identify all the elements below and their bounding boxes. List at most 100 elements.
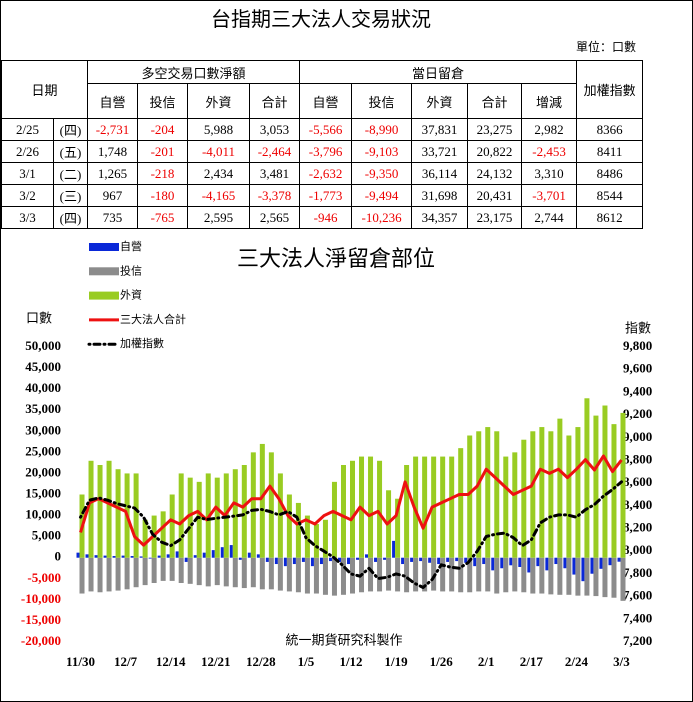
- table-cell: 20,822: [467, 140, 523, 163]
- bar: [331, 481, 337, 558]
- bar: [404, 465, 410, 558]
- bar: [250, 557, 256, 588]
- bar: [500, 557, 504, 569]
- header-row: 日期 多空交易口數淨額 當日留倉 加權指數: [1, 60, 644, 119]
- bar: [94, 555, 98, 558]
- bar: [485, 427, 491, 558]
- table-cell: -2,464: [249, 140, 301, 163]
- y2-tick-label: 9,200: [623, 406, 652, 421]
- bar: [476, 431, 482, 558]
- legend-label: 三大法人合計: [120, 312, 186, 326]
- bar: [115, 557, 121, 591]
- x-tick-label: 2/24: [565, 654, 589, 669]
- bar: [151, 557, 157, 583]
- x-tick-label: 1/19: [385, 654, 409, 669]
- bar: [202, 552, 206, 558]
- y-tick-label: -15,000: [21, 612, 61, 627]
- bar: [347, 557, 350, 565]
- y-tick-label: 35,000: [25, 401, 61, 416]
- bar: [599, 557, 603, 569]
- bar: [593, 415, 599, 558]
- table-cell: 2,595: [187, 206, 251, 229]
- bar: [169, 494, 175, 558]
- bar: [356, 557, 360, 560]
- table-cell: -5,566: [299, 118, 353, 141]
- bar: [286, 557, 292, 592]
- bar: [256, 554, 260, 558]
- bar: [368, 557, 374, 592]
- bar: [620, 557, 626, 601]
- table-cell: 3/3: [1, 206, 54, 229]
- bar: [419, 557, 423, 562]
- bar: [268, 557, 274, 590]
- bar: [232, 469, 238, 558]
- bar: [566, 557, 572, 595]
- x-tick-label: 12/21: [201, 654, 231, 669]
- bar: [340, 465, 346, 558]
- table-cell: -4,011: [187, 140, 251, 163]
- bar: [232, 557, 238, 588]
- bar: [446, 557, 450, 562]
- data-table: 日期 多空交易口數淨額 當日留倉 加權指數 自營 投信 外資 合計 自營 投信 外資 合計 增減…: [1, 60, 644, 229]
- bar: [178, 473, 184, 558]
- bar: [274, 557, 278, 565]
- bar: [187, 477, 193, 558]
- y2-tick-label: 7,200: [623, 633, 652, 648]
- y2-axis-label: 指數: [625, 322, 651, 337]
- legend-swatch: [89, 243, 119, 251]
- bar: [473, 557, 477, 567]
- bar: [142, 519, 148, 558]
- bar: [557, 418, 563, 558]
- bar: [584, 557, 590, 596]
- bar: [85, 554, 89, 558]
- bar: [115, 469, 121, 558]
- header-cell: 加權指數: [576, 60, 644, 119]
- legend-label: 加權指數: [120, 336, 164, 350]
- y-tick-label: 5,000: [32, 528, 61, 543]
- header-row: 自營 投信 外資 合計 自營 投信 外資 合計 增減: [2, 83, 643, 119]
- y2-tick-label: 8,200: [623, 520, 652, 535]
- table-cell: -201: [137, 140, 189, 163]
- bar: [527, 557, 531, 573]
- bar: [139, 556, 143, 558]
- bar: [593, 557, 599, 597]
- bar: [103, 555, 107, 558]
- bar: [485, 557, 491, 592]
- table-cell: 36,114: [411, 162, 469, 185]
- bar: [214, 557, 220, 586]
- bar: [286, 494, 292, 558]
- bar: [413, 557, 419, 592]
- table-cell: (二): [52, 162, 89, 185]
- bar: [548, 431, 554, 558]
- table-cell: 1,748: [87, 140, 139, 163]
- y-tick-label: 50,000: [25, 338, 61, 353]
- bar: [386, 557, 392, 591]
- bar: [581, 557, 585, 582]
- x-tick-label: 11/30: [66, 654, 95, 669]
- bar: [422, 456, 428, 558]
- bar: [530, 557, 536, 594]
- bar: [133, 473, 139, 558]
- bar: [238, 557, 242, 560]
- bar: [602, 405, 608, 558]
- bar: [467, 557, 473, 593]
- table-cell: -4,165: [187, 184, 251, 207]
- bar: [295, 502, 301, 558]
- table-cell: 8411: [576, 140, 644, 163]
- table-cell: -765: [137, 206, 189, 229]
- bar: [494, 431, 500, 558]
- bar: [88, 460, 94, 558]
- x-tick-label: 12/7: [114, 654, 138, 669]
- bar: [539, 557, 545, 594]
- x-tick-label: 2/1: [478, 654, 495, 669]
- bar: [509, 557, 513, 566]
- table-cell: 3,481: [249, 162, 301, 185]
- x-tick-label: 1/12: [339, 654, 362, 669]
- page-title: 台指期三大法人交易狀況: [211, 7, 431, 31]
- chart-title: 三大法人淨留倉部位: [237, 247, 435, 272]
- bar: [112, 556, 116, 558]
- bar: [133, 557, 139, 588]
- header-cell: 外資: [187, 83, 251, 119]
- table-cell: -3,796: [299, 140, 353, 163]
